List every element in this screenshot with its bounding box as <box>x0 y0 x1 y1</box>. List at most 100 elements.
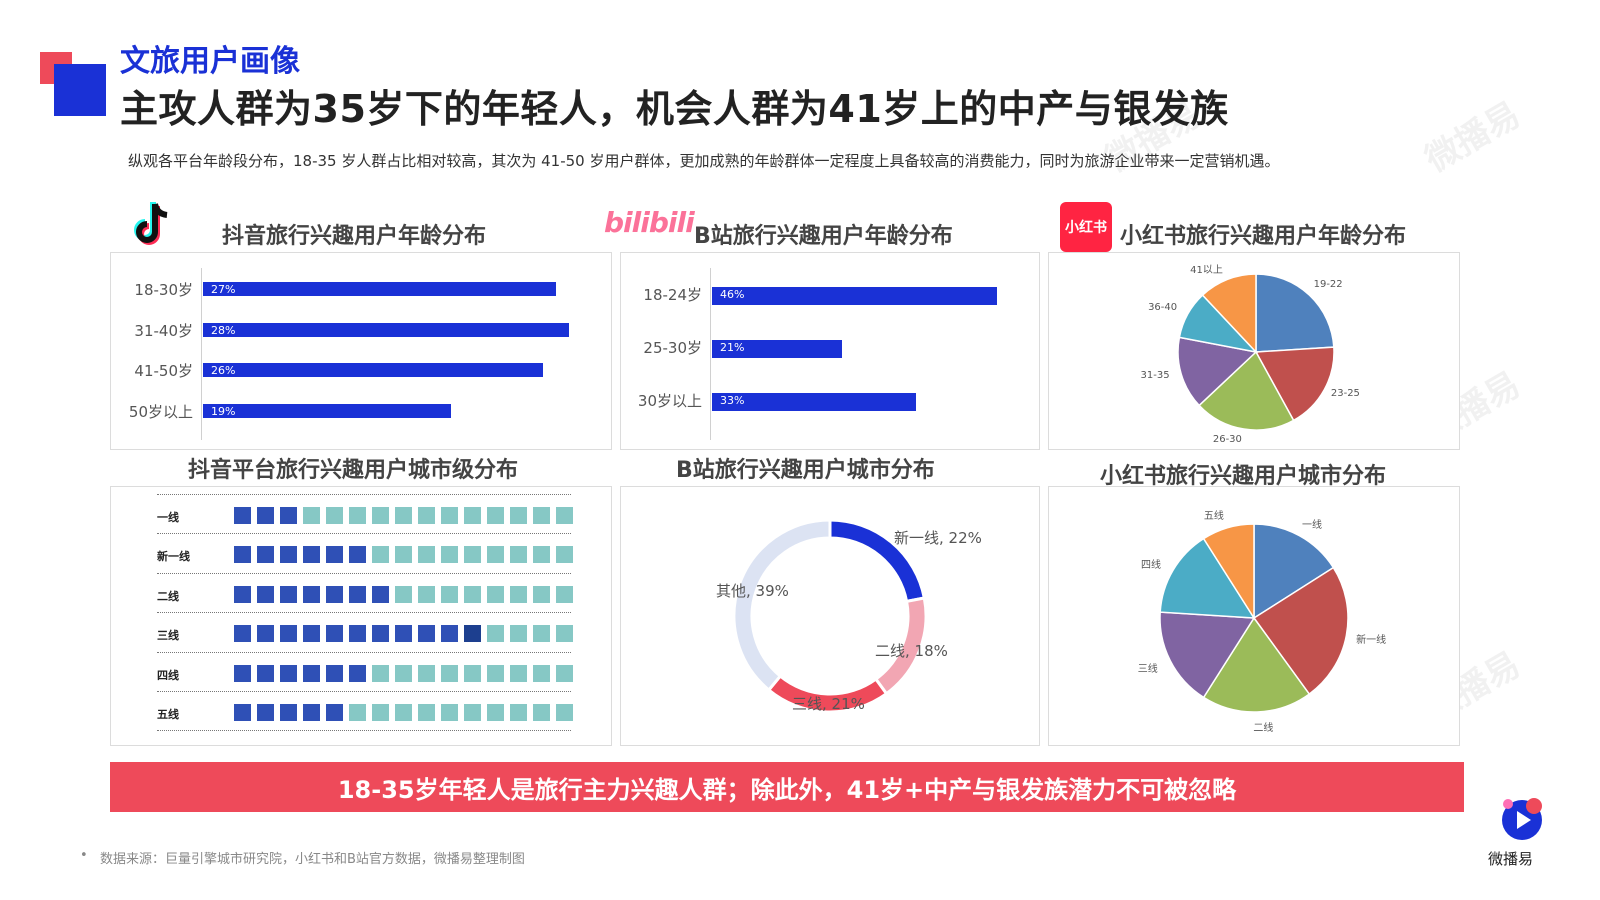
slice-label: 三线 <box>1137 664 1158 676</box>
filled-square <box>234 507 251 524</box>
empty-square <box>487 704 504 721</box>
xhs-age-chart: 19-22 23-25 26-30 31-35 36-40 41以上 <box>1048 252 1458 448</box>
douyin-city-panel <box>110 486 612 746</box>
empty-square <box>303 507 320 524</box>
xhs-city-title: 小红书旅行兴趣用户城市分布 <box>1100 464 1387 489</box>
empty-square <box>464 664 481 682</box>
empty-square <box>418 664 435 682</box>
bar-value-label: 27% <box>211 283 236 296</box>
section-title: 文旅用户画像 <box>120 44 300 79</box>
filled-square <box>280 704 297 721</box>
page-title: 主攻人群为35岁下的年轻人，机会人群为41岁上的中产与银发族 <box>120 87 1229 131</box>
xhs-city-chart: 一线 新一线 二线 三线 四线 五线 <box>1048 486 1458 744</box>
empty-square <box>372 664 389 682</box>
category-label: 31-40岁 <box>134 321 193 340</box>
slice-label: 四线 <box>1141 560 1162 572</box>
empty-square <box>510 585 527 603</box>
slice-label: 19-22 <box>1313 279 1343 291</box>
empty-square <box>510 546 527 564</box>
filled-square <box>234 704 251 721</box>
empty-square <box>441 507 458 524</box>
empty-square <box>372 704 389 721</box>
empty-square <box>395 507 412 524</box>
empty-square <box>441 585 458 603</box>
row-separator <box>157 691 571 692</box>
city-tier-label: 新一线 <box>157 550 190 564</box>
douyin-city-title: 抖音平台旅行兴趣用户城市级分布 <box>188 458 519 483</box>
empty-square <box>533 507 550 524</box>
bilibili-logo: bilibili <box>604 206 695 239</box>
bar-value-label: 46% <box>720 288 745 301</box>
filled-square <box>395 625 412 643</box>
row-separator <box>157 730 571 732</box>
filled-square <box>372 625 389 643</box>
empty-square <box>533 585 550 603</box>
category-label: 50岁以上 <box>128 402 193 421</box>
category-label: 30岁以上 <box>637 392 702 410</box>
slice-label: 36-40 <box>1148 301 1178 313</box>
empty-square <box>487 625 504 643</box>
empty-square <box>372 546 389 564</box>
city-tier-label: 二线 <box>157 589 179 603</box>
empty-square <box>464 704 481 721</box>
pie-slice <box>1159 537 1256 619</box>
empty-square <box>556 704 573 721</box>
empty-square <box>510 625 527 643</box>
filled-square <box>280 507 297 524</box>
bar-value-label: 21% <box>720 341 745 354</box>
pie-slice <box>1253 523 1335 620</box>
empty-square <box>464 585 481 603</box>
empty-square <box>395 585 412 603</box>
filled-square <box>303 585 320 603</box>
bili-age-chart: 18-24岁 46% 25-30岁 21% 30岁以上 33% <box>620 252 1038 448</box>
empty-square <box>556 664 573 682</box>
empty-square <box>349 507 366 524</box>
slice-label: 一线 <box>1302 520 1323 532</box>
category-label: 41-50岁 <box>134 362 193 380</box>
pie-slice <box>1252 566 1349 696</box>
brand-logo-icon <box>1496 794 1548 844</box>
bar-value-label: 19% <box>211 404 236 418</box>
pie-slice <box>1255 273 1335 353</box>
empty-square <box>510 507 527 524</box>
filled-square <box>234 585 251 603</box>
y-axis-line <box>201 268 202 440</box>
empty-square <box>395 704 412 721</box>
xhs-age-title: 小红书旅行兴趣用户年龄分布 <box>1120 224 1407 249</box>
row-separator <box>157 612 571 614</box>
bar <box>203 322 569 337</box>
empty-square <box>556 507 573 524</box>
filled-square <box>349 625 366 643</box>
filled-square <box>326 704 343 721</box>
pie-slice <box>1202 616 1311 713</box>
pie-slice <box>1198 350 1295 431</box>
slice-label: 23-25 <box>1330 388 1360 400</box>
empty-square <box>326 507 343 524</box>
slice-label: 41以上 <box>1190 265 1223 277</box>
conclusion-banner: 18-35岁年轻人是旅行主力兴趣人群；除此外，41岁+中产与银发族潜力不可被忽略 <box>110 762 1464 812</box>
filled-square <box>303 546 320 564</box>
filled-square <box>257 546 274 564</box>
empty-square <box>418 546 435 564</box>
empty-square <box>441 546 458 564</box>
donut-segment <box>732 518 832 693</box>
category-label: 18-24岁 <box>643 286 702 304</box>
douyin-age-title: 抖音旅行兴趣用户年龄分布 <box>222 224 487 249</box>
donut-label: 三线, 21% <box>792 695 865 713</box>
filled-square <box>326 546 343 564</box>
filled-square <box>280 625 297 643</box>
xiaohongshu-logo: 小红书 <box>1060 202 1112 252</box>
city-tier-label: 四线 <box>157 668 179 682</box>
filled-square <box>303 664 320 682</box>
filled-square <box>280 546 297 564</box>
bar <box>712 340 843 358</box>
row-separator <box>157 572 571 574</box>
filled-square <box>257 585 274 603</box>
filled-square <box>372 585 389 603</box>
watermark: 微播易 <box>1418 94 1527 181</box>
city-tier-label: 五线 <box>157 708 179 721</box>
bar <box>203 403 452 418</box>
pie-slice <box>1201 273 1257 354</box>
filled-square <box>257 664 274 682</box>
empty-square <box>349 704 366 721</box>
